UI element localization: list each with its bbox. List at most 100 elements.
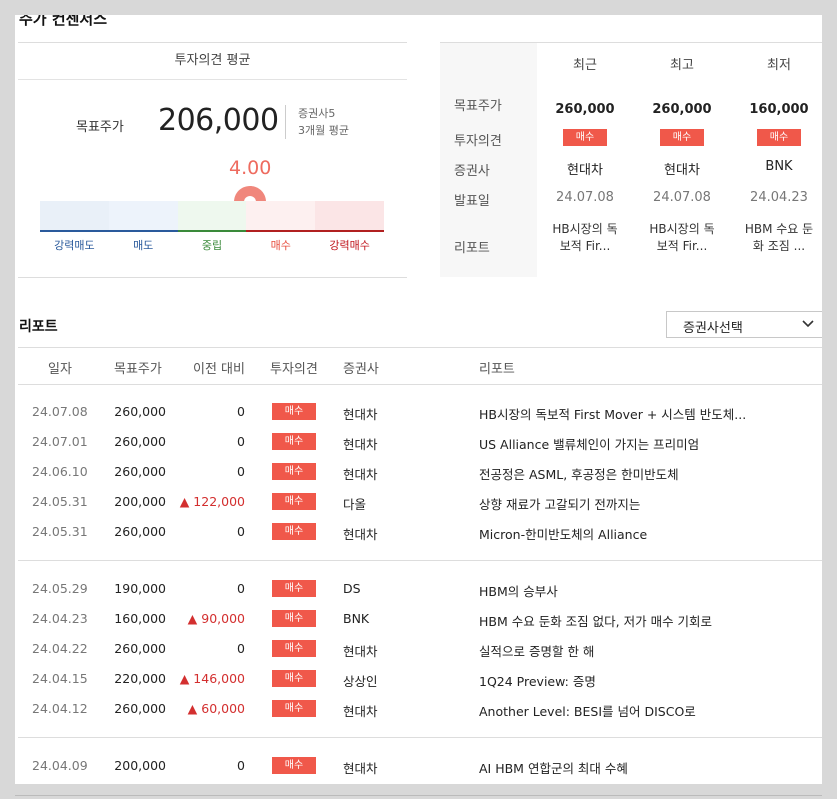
row-opinion-badge: 매수 <box>272 670 316 687</box>
row-target: 260,000 <box>114 524 166 539</box>
row-date: 24.06.10 <box>32 464 88 479</box>
highest-report-link[interactable]: HB시장의 독 보적 Fir... <box>634 221 730 255</box>
table-row[interactable]: 24.05.31 200,000 ▲ 122,000 매수 다올 상향 재료가 고갈되기 … <box>18 487 822 517</box>
row-broker: 현대차 <box>343 527 378 542</box>
row-change: ▲ 60,000 <box>187 701 245 716</box>
table-row[interactable]: 24.05.29 190,000 0 매수 DS HBM의 승부사 <box>18 574 822 604</box>
row-target: 200,000 <box>114 758 166 773</box>
row-date: 24.04.09 <box>32 758 88 773</box>
th-opinion: 투자의견 <box>270 362 318 377</box>
row-opinion-badge: 매수 <box>272 580 316 597</box>
table-row[interactable]: 24.04.09 200,000 0 매수 현대차 AI HBM 연합군의 최대 수혜 <box>18 751 822 781</box>
row-target: 260,000 <box>114 641 166 656</box>
reports-table-header: 일자 목표주가 이전 대비 투자의견 증권사 리포트 <box>18 347 822 385</box>
lowest-target: 160,000 <box>749 102 809 117</box>
table-row[interactable]: 24.07.08 260,000 0 매수 현대차 HB시장의 독보적 First Mov… <box>18 397 822 427</box>
consensus-panel: 주가 컨센서스 투자의견 평균 목표주가 206,000 증권사5 3개월 평균… <box>15 15 822 784</box>
row-target: 260,000 <box>114 404 166 419</box>
lowest-opinion: 매수 <box>757 129 801 146</box>
row-report-link[interactable]: AI HBM 연합군의 최대 수혜 <box>479 761 628 776</box>
highest-broker: 현대차 <box>664 163 700 178</box>
row-report-link[interactable]: 실적으로 증명할 한 해 <box>479 644 595 659</box>
row-broker: 다올 <box>343 497 367 512</box>
table-row[interactable]: 24.07.01 260,000 0 매수 현대차 US Alliance 밸류체인이 가… <box>18 427 822 457</box>
row-report-link[interactable]: HB시장의 독보적 First Mover + 시스템 반도체... <box>479 407 747 422</box>
summary-header: 투자의견 평균 <box>18 43 407 80</box>
scale-labels: 강력매도 매도 중립 매수 강력매수 <box>40 237 384 253</box>
row-opinion-badge: 매수 <box>272 433 316 450</box>
lowest-date: 24.04.23 <box>750 190 808 205</box>
chevron-down-icon <box>801 316 815 336</box>
scale-label-strong-buy: 강력매수 <box>329 239 370 252</box>
table-row[interactable]: 24.06.10 260,000 0 매수 현대차 전공정은 ASML, 후공정은 한미반… <box>18 457 822 487</box>
col-lowest: 최저 <box>767 58 791 73</box>
meta-period: 3개월 평균 <box>298 124 349 137</box>
row-change: 0 <box>237 404 245 419</box>
scale-label-strong-sell: 강력매도 <box>54 239 95 252</box>
bottom-divider <box>15 795 822 796</box>
row-broker: 현대차 <box>343 644 378 659</box>
row-report-link[interactable]: 상향 재료가 고갈되기 전까지는 <box>479 497 641 512</box>
row-date: 24.07.01 <box>32 434 88 449</box>
lowest-broker: BNK <box>765 159 793 174</box>
row-opinion-badge: 매수 <box>272 610 316 627</box>
broker-select[interactable]: 증권사선택 <box>666 311 822 338</box>
group-divider <box>18 737 822 738</box>
row-change: 0 <box>237 524 245 539</box>
row-label-opinion: 투자의견 <box>454 134 502 149</box>
row-report-link[interactable]: Another Level: BESI를 넘어 DISCO로 <box>479 704 696 719</box>
recent-report-link[interactable]: HB시장의 독 보적 Fir... <box>537 221 633 255</box>
row-target: 260,000 <box>114 464 166 479</box>
row-target: 190,000 <box>114 581 166 596</box>
lowest-report-line2: 화 조짐 ... <box>752 239 806 253</box>
table-row[interactable]: 24.04.22 260,000 0 매수 현대차 실적으로 증명할 한 해 <box>18 634 822 664</box>
comparison-columns: 최근 최고 최저 260,000 260,000 160,000 매수 매수 매… <box>537 43 822 277</box>
row-label-report: 리포트 <box>454 241 490 256</box>
highest-report-line2: 보적 Fir... <box>656 239 708 253</box>
row-broker: 현대차 <box>343 704 378 719</box>
row-broker: DS <box>343 581 361 596</box>
row-target: 200,000 <box>114 494 166 509</box>
lowest-opinion-cell: 매수 <box>731 129 822 146</box>
row-date: 24.04.22 <box>32 641 88 656</box>
scale-seg-neutral <box>177 201 247 232</box>
scale-seg-strong-sell <box>40 201 109 232</box>
col-recent: 최근 <box>573 58 597 73</box>
col-highest: 최고 <box>670 58 694 73</box>
table-row[interactable]: 24.04.15 220,000 ▲ 146,000 매수 상상인 1Q24 Previe… <box>18 664 822 694</box>
row-change: 0 <box>237 581 245 596</box>
row-report-link[interactable]: HBM의 승부사 <box>479 584 558 599</box>
scale-label-sell: 매도 <box>133 239 154 252</box>
target-price-value: 206,000 <box>158 103 279 138</box>
lowest-report-link[interactable]: HBM 수요 둔 화 조짐 ... <box>731 221 822 255</box>
scale-seg-sell <box>108 201 178 232</box>
highest-opinion: 매수 <box>660 129 704 146</box>
table-row[interactable]: 24.04.23 160,000 ▲ 90,000 매수 BNK HBM 수요 둔화 조짐… <box>18 604 822 634</box>
row-target: 260,000 <box>114 701 166 716</box>
row-report-link[interactable]: 1Q24 Preview: 증명 <box>479 674 596 689</box>
row-broker: 현대차 <box>343 467 378 482</box>
row-report-link[interactable]: HBM 수요 둔화 조짐 없다, 저가 매수 기회로 <box>479 614 713 629</box>
row-date: 24.04.15 <box>32 671 88 686</box>
row-report-link[interactable]: US Alliance 밸류체인이 가지는 프리미엄 <box>479 437 700 452</box>
scale-seg-strong-buy <box>315 201 384 232</box>
opinion-summary: 투자의견 평균 목표주가 206,000 증권사5 3개월 평균 4.00 강력… <box>18 42 407 278</box>
table-row[interactable]: 24.05.31 260,000 0 매수 현대차 Micron-한미반도체의 Allia… <box>18 517 822 547</box>
row-date: 24.07.08 <box>32 404 88 419</box>
highest-target: 260,000 <box>652 102 712 117</box>
row-date: 24.05.31 <box>32 524 88 539</box>
recent-report-line2: 보적 Fir... <box>559 239 611 253</box>
row-label-date: 발표일 <box>454 194 490 209</box>
reports-title: 리포트 <box>19 319 58 335</box>
recent-opinion: 매수 <box>563 129 607 146</box>
group-divider <box>18 560 822 561</box>
highest-report-line1: HB시장의 독 <box>649 222 715 236</box>
row-opinion-badge: 매수 <box>272 523 316 540</box>
row-report-link[interactable]: Micron-한미반도체의 Alliance <box>479 527 648 542</box>
th-target: 목표주가 <box>114 362 162 377</box>
recent-report-line1: HB시장의 독 <box>552 222 618 236</box>
table-row[interactable]: 24.04.12 260,000 ▲ 60,000 매수 현대차 Another Leve… <box>18 694 822 724</box>
th-report: 리포트 <box>479 362 515 377</box>
target-price-meta: 증권사5 3개월 평균 <box>285 105 349 139</box>
row-report-link[interactable]: 전공정은 ASML, 후공정은 한미반도체 <box>479 467 679 482</box>
